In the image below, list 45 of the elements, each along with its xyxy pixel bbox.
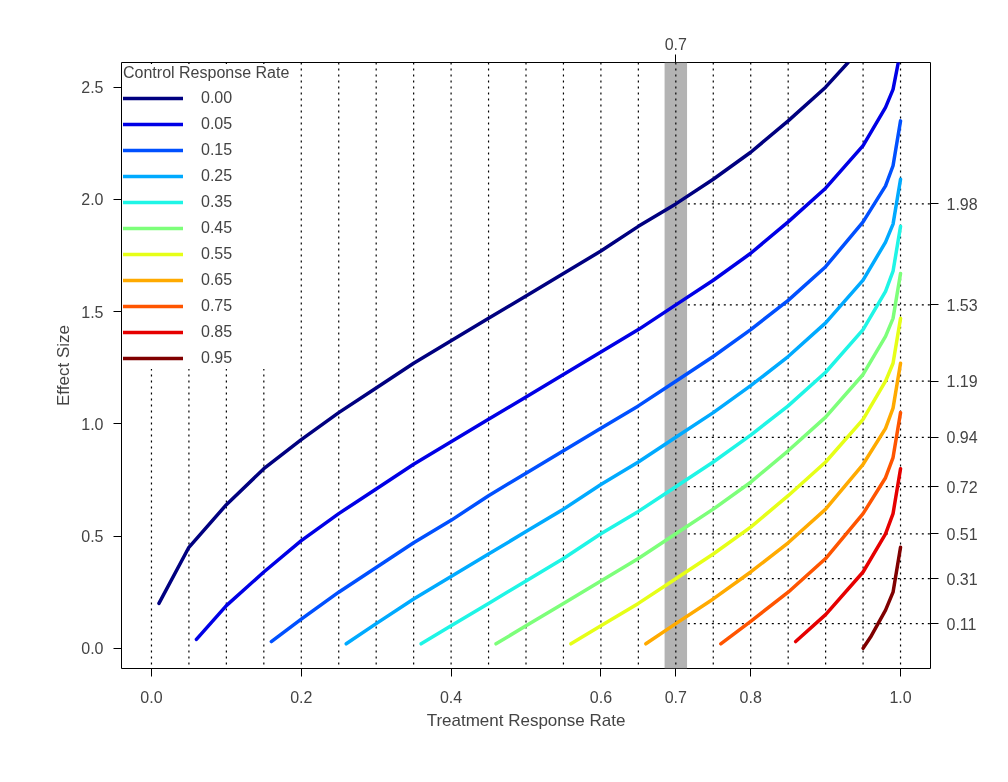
line-series [861,545,903,651]
line-series [569,316,903,646]
legend-label: 0.05 [201,114,233,134]
legend-label: 0.65 [201,270,233,290]
legend-label: 0.95 [201,348,233,368]
line-series [344,177,903,646]
y2-tick-label: 0.51 [946,525,978,543]
x-tick-label: 0.6 [589,688,613,706]
line-series [644,361,903,646]
x-tick-label: 1.0 [889,688,912,706]
legend-label: 0.45 [201,218,233,238]
y2-tick-label: 0.72 [946,478,978,496]
y2-tick-label: 1.53 [946,296,978,314]
legend-label: 0.00 [201,88,233,108]
x-tick-label: 0.2 [290,688,313,706]
y-tick-label: 0.5 [81,528,104,546]
legend-label: 0.15 [201,140,233,160]
legend-label: 0.35 [201,192,233,212]
y2-tick-label: 1.98 [946,195,978,213]
x-tick-label: 0.7 [664,688,688,706]
x-tick-label: 0.8 [739,688,762,706]
line-series [719,410,903,646]
x-tick-label: 0.4 [439,688,463,706]
y-axis-title: Effect Size [54,325,74,406]
y-tick-label: 1.0 [81,415,104,433]
legend-title: Control Response Rate [123,64,290,82]
y2-tick-label: 0.94 [946,429,978,447]
legend-label: 0.75 [201,296,233,316]
x-axis-title: Treatment Response Rate [426,710,626,730]
line-series [793,466,903,644]
y2-tick-label: 0.31 [946,570,978,588]
ref-line-label: 0.7 [664,35,688,53]
y2-tick-label: 0.11 [946,615,977,633]
line-series [419,224,903,646]
y-tick-label: 2.0 [81,191,104,209]
legend-label: 0.55 [201,244,233,264]
y-tick-label: 0.0 [81,640,104,658]
y-tick-label: 1.5 [81,303,104,321]
line-series [269,119,903,644]
x-tick-label: 0.0 [140,688,163,706]
y2-tick-label: 1.19 [946,373,978,391]
line-series [494,271,903,646]
legend-label: 0.85 [201,322,233,342]
legend-label: 0.25 [201,166,233,186]
y-tick-label: 2.5 [81,79,104,97]
